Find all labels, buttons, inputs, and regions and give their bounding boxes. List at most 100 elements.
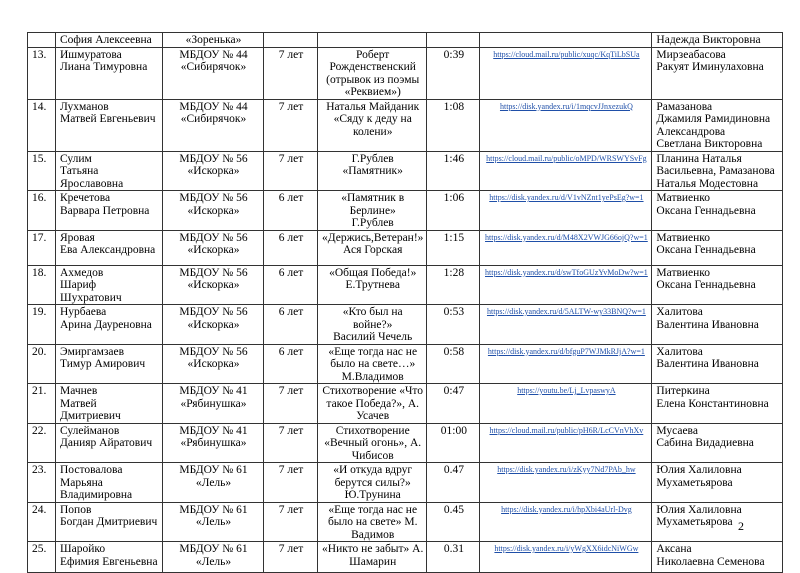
cell-name: Яровая Ева Александровна <box>55 229 163 266</box>
cell-teacher: Надежда Викторовна <box>651 32 784 48</box>
cell-name-line: Ахмедов <box>60 266 104 279</box>
cell-poem-line: «И откуда вдруг <box>333 464 413 476</box>
cell-time: 1:08 <box>426 98 481 152</box>
cell-teacher-line: Юлия Халиловна <box>656 464 742 476</box>
cell-teacher-line: Васильевна, Рамазанова <box>656 165 775 177</box>
cell-poem-line: М.Владимов <box>341 370 404 383</box>
cell-name-line: Сулейманов <box>60 424 120 437</box>
cell-teacher-line: Светлана Викторовна <box>656 138 763 150</box>
cell-poem-line: «Сяду к деду на <box>333 113 412 125</box>
cell-teacher-line: Валентина Ивановна <box>656 318 759 331</box>
cell-time: 1:15 <box>426 229 481 266</box>
cell-age: 6 лет <box>263 304 318 345</box>
cell-age: 7 лет <box>263 383 318 424</box>
cell-poem-line: Василий Чечель <box>333 331 413 343</box>
cell-link: https://disk.yandex.ru/i/zKyy7Nd7PAb_hw <box>479 462 653 503</box>
cell-poem-line: «Реквием») <box>344 86 401 98</box>
cell-teacher-line: Джамиля Рамидиновна <box>656 113 771 125</box>
cell-teacher-line: Аксана <box>656 543 692 555</box>
video-link[interactable]: https://disk.yandex.ru/i/1mqcvJJnxezukQ <box>499 101 633 111</box>
table-row: 15. Сулим Татьяна Ярославовна МБДОУ № 56 «Ис… <box>27 150 784 191</box>
cell-poem-line: Усачев <box>356 410 390 422</box>
cell-poem-line: было на свете» М. <box>327 516 418 528</box>
cell-poem-line: Шамарин <box>349 555 397 568</box>
cell-time: 0.45 <box>426 501 481 542</box>
video-link[interactable]: https://disk.yandex.ru/d/swTfoGUzYvMoDw?… <box>485 267 648 277</box>
cell-teacher-line: Мирзеабасова <box>656 48 726 61</box>
cell-institution-line: «Рябинушка» <box>180 397 247 410</box>
cell-poem-line: колени» <box>352 125 393 138</box>
cell-name-line: Ишмуратова <box>60 48 122 61</box>
video-link[interactable]: https://cloud.mail.ru/public/xuqc/KqTiLb… <box>493 49 640 59</box>
cell-time: 0:58 <box>426 343 481 384</box>
cell-link: https://disk.yandex.ru/d/bfguP7WJMkRJjA?… <box>479 343 653 384</box>
cell-num <box>27 32 56 48</box>
cell-poem-line: Наталья Майданик <box>326 100 420 113</box>
cell-age: 7 лет <box>263 462 318 503</box>
cell-poem-line: «Еще тогда нас не <box>328 503 418 516</box>
cell-poem-line: «Держись,Ветеран!» <box>322 231 424 244</box>
cell-name-line: Шариф Шухратович <box>60 279 122 304</box>
cell-institution: МБДОУ № 56 «Искорка» <box>162 190 264 231</box>
video-link[interactable]: https://disk.yandex.ru/d/V1vNZnt1yePsEg?… <box>489 193 644 202</box>
cell-teacher-line: Планина Наталья <box>656 152 742 165</box>
cell-teacher: Рамазанова Джамиля Рамидиновна Александров… <box>651 98 784 152</box>
page-number: 2 <box>738 519 744 533</box>
table-row: 16. Кречетова Варвара Петровна МБДОУ № 56 «И… <box>27 190 784 231</box>
video-link[interactable]: https://youtu.be/Lj_LvpaswyA <box>517 386 616 395</box>
video-link[interactable]: https://disk.yandex.ru/i/zKyy7Nd7PAb_hw <box>497 465 636 474</box>
cell-poem-line: берутся силы?» <box>334 476 411 489</box>
cell-institution-line: МБДОУ № 61 <box>179 503 248 516</box>
video-link[interactable]: https://disk.yandex.ru/d/M48X2VWJG66ojQ?… <box>485 232 648 242</box>
cell-name: Попов Богдан Дмитриевич <box>55 501 163 542</box>
cell-name-line: Матвей Евгеньевич <box>60 113 156 125</box>
video-link[interactable]: https://disk.yandex.ru/i/yWgXX6idcNiWGw <box>494 544 639 553</box>
cell-name-line: Кречетова <box>60 192 111 204</box>
cell-name-line: Постовалова <box>60 464 123 476</box>
cell-institution-line: МБДОУ № 56 <box>179 345 248 358</box>
cell-teacher: Матвиенко Оксана Геннадьевна <box>651 229 784 266</box>
video-link[interactable]: https://cloud.mail.ru/public/oMPD/WRSWYS… <box>486 153 647 163</box>
cell-name-line: Данияр Айратович <box>60 437 153 449</box>
cell-teacher-line: Оксана Геннадьевна <box>656 279 756 291</box>
cell-poem-line: «Еще тогда нас не <box>328 345 418 358</box>
cell-institution: МБДОУ № 56 «Искорка» <box>162 343 264 384</box>
table-row: 25. Шаройко Ефимия Евгеньевна МБДОУ № 61 «Ле… <box>27 541 784 573</box>
video-link[interactable]: https://disk.yandex.ru/d/5ALTW-wy33BNQ?w… <box>486 307 646 316</box>
cell-time: 1:28 <box>426 264 481 305</box>
cell-poem-line: «Кто был на войне?» <box>342 306 403 331</box>
video-link[interactable]: https://cloud.mail.ru/public/pH6R/LcCVnV… <box>489 425 644 435</box>
cell-teacher-line: Рамазанова <box>656 100 713 113</box>
table-row: 13. Ишмуратова Лиана Тимуровна МБДОУ № 44 «С… <box>27 46 784 100</box>
cell-name-line: Варвара Петровна <box>60 204 150 217</box>
cell-poem: Наталья Майданик «Сяду к деду на колени» <box>316 98 428 152</box>
cell-poem-line: (отрывок из поэмы <box>326 73 420 86</box>
cell-num: 17. <box>27 229 56 266</box>
cell-institution-line: «Искорка» <box>187 318 240 331</box>
cell-teacher-line: Матвиенко <box>656 266 711 279</box>
cell-teacher-line: Наталья Модестовна <box>656 177 759 190</box>
cell-teacher-line: Халитова <box>656 345 703 358</box>
cell-poem-line: Рожденственский <box>329 61 416 73</box>
cell-name-line: Ева Александровна <box>60 244 156 256</box>
cell-teacher: Халитова Валентина Ивановна <box>651 304 784 345</box>
cell-num: 25. <box>27 541 56 573</box>
cell-time: 01:00 <box>426 422 481 463</box>
cell-teacher-line: Мусаева <box>656 424 698 437</box>
cell-time: 1:46 <box>426 150 481 191</box>
cell-poem-line: Г.Рублев «Памятник» <box>342 152 403 178</box>
cell-name-line: Лиана Тимуровна <box>60 61 148 73</box>
cell-name: Лухманов Матвей Евгеньевич <box>55 98 163 152</box>
cell-name-line: Мачнев <box>60 385 98 397</box>
table-row: 24. Попов Богдан Дмитриевич МБДОУ № 61 «Лель… <box>27 501 784 542</box>
cell-institution-line: «Искорка» <box>187 279 240 291</box>
cell-poem: «Памятник в Берлине» Г.Рублев <box>316 190 428 231</box>
cell-time: 0.31 <box>426 541 481 573</box>
cell-link <box>479 32 653 48</box>
cell-poem: «И откуда вдруг берутся силы?» Ю.Трунина <box>316 462 428 503</box>
cell-institution-line: «Рябинушка» <box>180 437 247 449</box>
video-link[interactable]: https://disk.yandex.ru/d/bfguP7WJMkRJjA?… <box>487 346 645 356</box>
cell-age: 6 лет <box>263 343 318 384</box>
video-link[interactable]: https://disk.yandex.ru/i/hpXbi4aUrl-Dvg <box>501 504 632 514</box>
cell-link: https://disk.yandex.ru/i/1mqcvJJnxezukQ <box>479 98 653 152</box>
